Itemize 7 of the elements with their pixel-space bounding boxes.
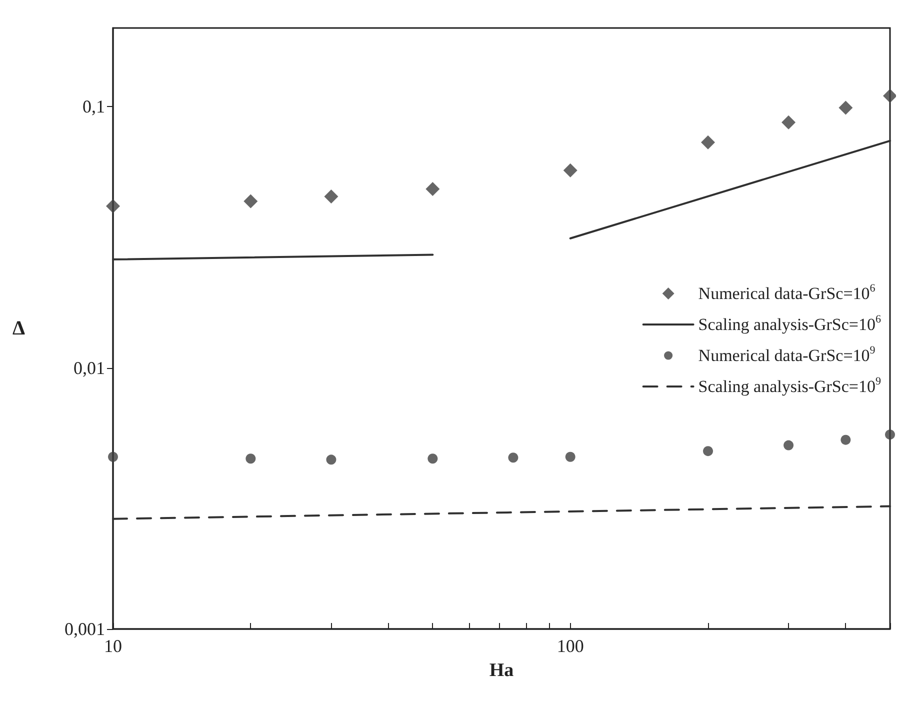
x-axis-title: Ha (489, 660, 514, 681)
x-tick-label: 100 (556, 636, 584, 656)
x-tick-label: 10 (104, 636, 122, 656)
y-tick-label: 0,001 (64, 619, 105, 639)
y-tick-label: 0,1 (82, 96, 105, 117)
y-tick-label: 0,01 (74, 358, 105, 378)
y-axis-title: Δ (12, 318, 26, 340)
